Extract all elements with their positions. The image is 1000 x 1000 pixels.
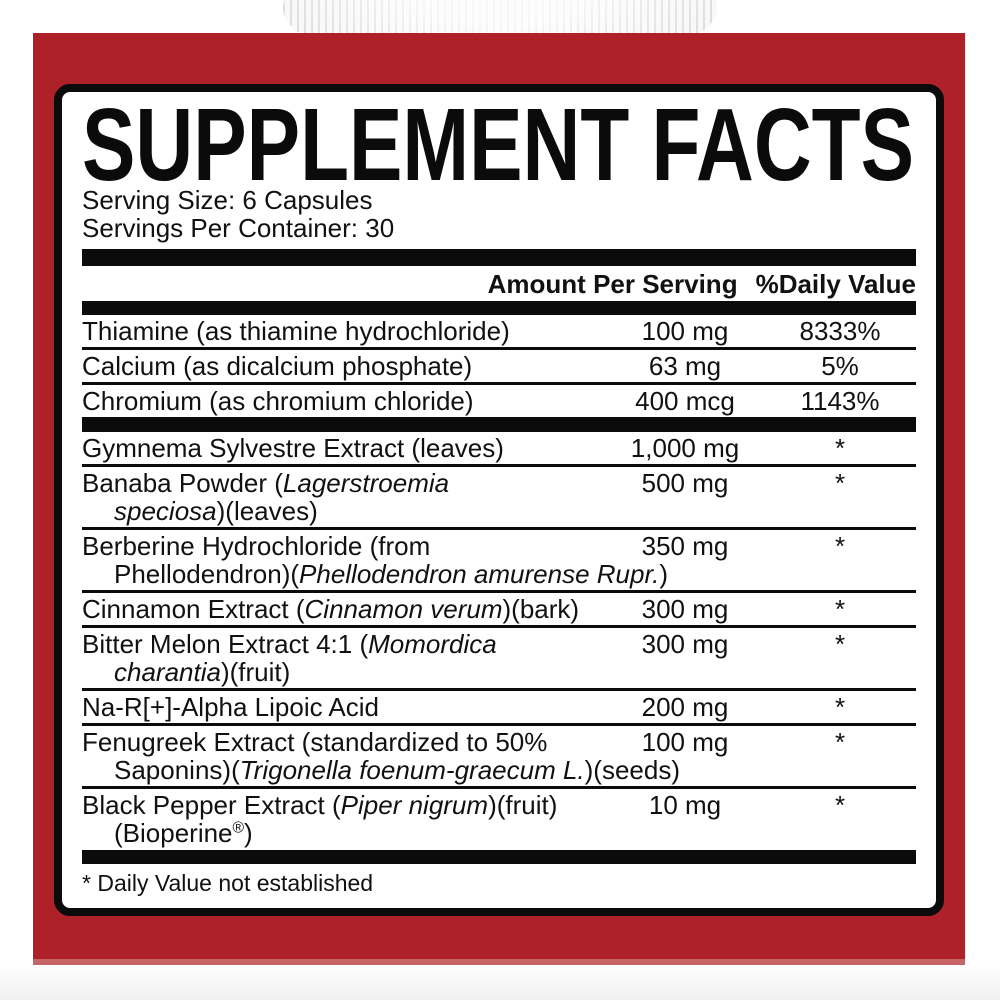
ingredient-row: Fenugreek Extract (standardized to 50% Sa… (82, 723, 916, 786)
ingredient-row: Cinnamon Extract (Cinnamon verum)(bark) 3… (82, 590, 916, 625)
ingredient-row: Thiamine (as thiamine hydrochloride) 100 … (82, 315, 916, 347)
serving-size-line: Serving Size: 6 Capsules (82, 185, 373, 215)
ingredient-name: Berberine Hydrochloride (from Phellodendr… (82, 531, 669, 589)
ingredient-dv: 1143% (800, 386, 880, 416)
ingredient-row: Chromium (as chromium chloride) 400 mcg 11… (82, 382, 916, 417)
ingredient-name: Cinnamon Extract (Cinnamon verum)(bark) (82, 594, 580, 624)
ingredient-amount: 350 mg (641, 531, 729, 561)
divider-bar-under-header (82, 301, 916, 315)
ingredient-group: Gymnema Sylvestre Extract (leaves) 1,000 … (82, 432, 916, 849)
daily-value-footnote: * Daily Value not established (82, 870, 374, 896)
ingredient-amount: 63 mg (648, 351, 722, 381)
ingredient-name: Thiamine (as thiamine hydrochloride) (82, 316, 510, 346)
page-title-text: SUPPLEMENT FACTS (82, 104, 914, 186)
ingredient-dv: * (834, 433, 846, 463)
supplement-label: SUPPLEMENT FACTS Serving Size: 6 Capsule… (33, 33, 965, 965)
ingredient-amount: 500 mg (641, 468, 729, 498)
ingredient-name: Banaba Powder (Lagerstroemia speciosa)(le… (82, 468, 450, 526)
ingredient-name: Bitter Melon Extract 4:1 (Momordica chara… (82, 629, 497, 687)
ingredient-row: Na-R[+]-Alpha Lipoic Acid 200 mg * (82, 688, 916, 723)
servings-per-container-line: Servings Per Container: 30 (82, 213, 395, 243)
ingredient-dv: 5% (821, 351, 859, 381)
ingredient-table-body: Thiamine (as thiamine hydrochloride) 100 … (82, 315, 916, 849)
section-divider-bar (82, 417, 916, 432)
ingredient-name: Chromium (as chromium chloride) (82, 386, 474, 416)
ingredient-amount: 1,000 mg (630, 433, 740, 463)
ingredient-row: Bitter Melon Extract 4:1 (Momordica chara… (82, 625, 916, 688)
ingredient-row: Gymnema Sylvestre Extract (leaves) 1,000 … (82, 432, 916, 464)
ingredient-row: Black Pepper Extract (Piper nigrum)(frui… (82, 786, 916, 849)
ingredient-name: Gymnema Sylvestre Extract (leaves) (82, 433, 504, 463)
ingredient-amount: 400 mcg (635, 386, 735, 416)
ingredient-dv: * (834, 594, 846, 624)
ingredient-name: Na-R[+]-Alpha Lipoic Acid (82, 692, 379, 722)
supplement-facts-panel: SUPPLEMENT FACTS Serving Size: 6 Capsule… (54, 84, 944, 916)
ingredient-row: Berberine Hydrochloride (from Phellodendr… (82, 527, 916, 590)
ingredient-amount: 300 mg (641, 629, 729, 659)
ingredient-row: Banaba Powder (Lagerstroemia speciosa)(le… (82, 464, 916, 527)
ingredient-dv: * (834, 468, 846, 498)
divider-bar-top (82, 249, 916, 266)
amount-per-serving-header: Amount Per Serving (487, 269, 738, 299)
ingredient-amount: 300 mg (641, 594, 729, 624)
ingredient-amount: 10 mg (648, 790, 722, 820)
divider-bar-footer (82, 850, 916, 864)
ingredient-dv: 8333% (799, 316, 881, 346)
bottle-body (0, 964, 1000, 1000)
ingredient-dv: * (834, 692, 846, 722)
ingredient-dv: * (834, 531, 846, 561)
ingredient-group: Thiamine (as thiamine hydrochloride) 100 … (82, 315, 916, 417)
panel-footer: * Daily Value not established (82, 850, 916, 896)
daily-value-header: %Daily Value (755, 269, 916, 299)
ingredient-dv: * (834, 629, 846, 659)
ingredient-row: Calcium (as dicalcium phosphate) 63 mg 5% (82, 347, 916, 382)
ingredient-amount: 200 mg (641, 692, 729, 722)
ingredient-name: Calcium (as dicalcium phosphate) (82, 351, 473, 381)
ingredient-dv: * (834, 727, 846, 757)
ingredient-amount: 100 mg (641, 727, 729, 757)
ingredient-dv: * (834, 790, 846, 820)
page-title: SUPPLEMENT FACTS (82, 104, 914, 186)
ingredient-name: Fenugreek Extract (standardized to 50% Sa… (82, 727, 680, 785)
ingredient-amount: 100 mg (641, 316, 729, 346)
ingredient-name: Black Pepper Extract (Piper nigrum)(frui… (82, 790, 558, 848)
table-header-row: Amount Per Serving %Daily Value (82, 266, 916, 301)
